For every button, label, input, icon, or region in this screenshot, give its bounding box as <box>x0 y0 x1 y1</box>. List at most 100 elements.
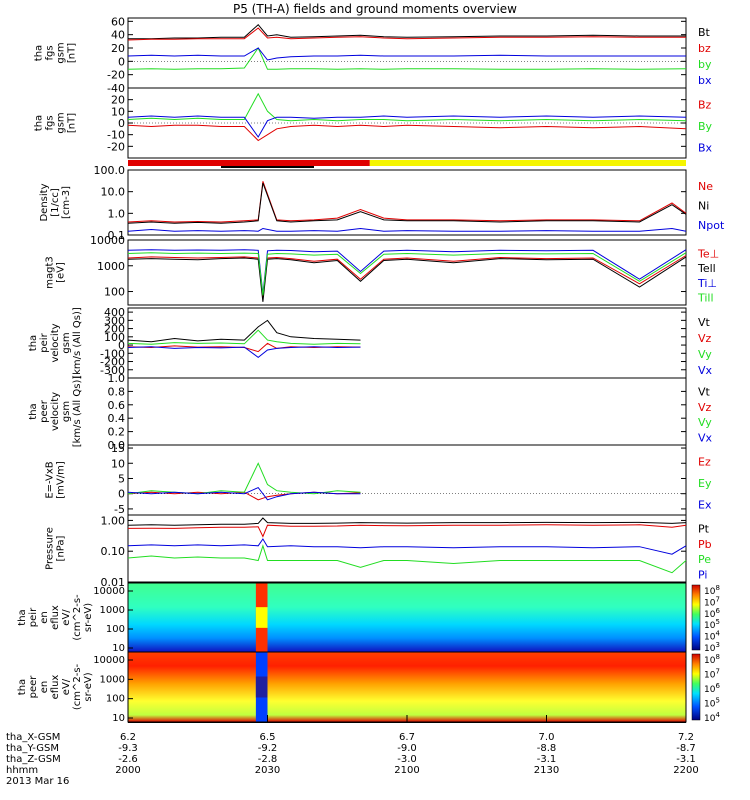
series-line-green <box>127 92 687 122</box>
footer-value: 6.7 <box>399 732 415 743</box>
legend-label: Npot <box>698 219 725 232</box>
ylabel-line: en <box>39 611 50 624</box>
ytick-label: 10000 <box>93 586 125 597</box>
footer-label-y: tha_Y-GSM <box>6 743 59 754</box>
footer-value: 2200 <box>673 765 698 776</box>
ylabel-line: peir <box>28 607 39 627</box>
series-line-black <box>127 517 687 526</box>
ytick-label: 20 <box>111 94 125 107</box>
footer-value: -9.3 <box>118 743 138 754</box>
footer-label-x: tha_X-GSM <box>6 732 60 743</box>
ylabel-line: Pressure <box>45 527 56 570</box>
footer-value: 2130 <box>534 765 559 776</box>
ytick-label: 40 <box>111 29 125 42</box>
ytick-label: 0.01 <box>101 576 126 589</box>
ylabel-line: [km/s (All Qs)] <box>72 376 83 448</box>
panel-temperature: magt3 [eV] 10000 1000 100 Te⊥ Tell Ti⊥ Till <box>45 234 719 306</box>
series-line-red <box>127 255 687 298</box>
ylabel-line: eflux <box>50 605 61 630</box>
footer-label-z: tha_Z-GSM <box>6 754 61 765</box>
footer-value: -3.1 <box>537 754 557 765</box>
ytick-label: -100 <box>100 347 125 360</box>
status-bar-yellow <box>369 160 686 166</box>
ytick-label: 100 <box>104 286 125 299</box>
spectrogram-peer_spec <box>128 652 686 722</box>
legend-label: Te⊥ <box>697 247 719 260</box>
ylabel-line: (cm^2-s- <box>72 594 83 641</box>
panel-peer_velocity: tha peer velocity gsm [km/s (All Qs)] 1.00.80… <box>28 372 713 452</box>
colorbar <box>691 584 701 651</box>
legend-label: Ez <box>698 456 711 469</box>
series-line-green <box>127 462 361 495</box>
ylabel-line: magt3 <box>45 256 56 289</box>
panel-peir_spec: tha peir en eflux eV/(cm^2-s-sr-eV) 10000 1000… <box>17 582 720 654</box>
ytick-label: 1000 <box>100 605 125 616</box>
legend-label: Bx <box>698 141 713 154</box>
ytick-label: 0 <box>118 488 125 501</box>
series-line-green <box>127 252 687 296</box>
ylabel-line: tha <box>17 609 28 625</box>
ytick-label: 100 <box>104 331 125 344</box>
footer-value: 6.2 <box>120 732 136 743</box>
ylabel-line: sr-eV) <box>83 603 94 632</box>
panel-pressure: Pressure [nPa] 1.00 0.10 0.01 Pt Pb Pe Pi <box>45 514 712 589</box>
ytick-label: 0.8 <box>108 385 126 398</box>
ylabel-line: peir <box>39 332 50 352</box>
ytick-label: -20 <box>107 69 125 82</box>
colorbar-label: 107 <box>704 668 720 681</box>
legend-label: Vy <box>698 416 712 429</box>
legend-label: bx <box>698 74 712 87</box>
ytick-label: 0.2 <box>108 426 126 439</box>
ylabel-line: [km/s (All Qs)] <box>72 307 83 379</box>
ytick-label: 0 <box>118 117 125 130</box>
ytick-label: -10 <box>107 129 125 142</box>
legend-label: by <box>698 58 712 71</box>
series-line-red <box>127 124 687 142</box>
ylabel-line: gsm <box>61 332 72 353</box>
ytick-label: 100.0 <box>94 164 126 177</box>
ylabel-line: tha <box>17 679 28 695</box>
panel-peer_spec: tha peer en eflux eV/(cm^2-s-sr-eV) 10000 1000… <box>17 651 720 724</box>
spectrogram-peir_spec <box>128 583 686 652</box>
ytick-label: -40 <box>107 82 125 95</box>
legend-label: bz <box>698 42 711 55</box>
legend-label: Vt <box>698 316 711 329</box>
footer-value: -2.8 <box>258 754 278 765</box>
ytick-label: -5 <box>114 503 125 516</box>
ytick-label: 10 <box>111 457 125 470</box>
colorbar-label: 105 <box>704 697 720 710</box>
colorbar <box>691 653 701 721</box>
ytick-label: 10000 <box>90 234 125 247</box>
legend-label: Till <box>697 292 714 305</box>
ytick-label: 10000 <box>93 655 125 666</box>
legend-label: Vz <box>698 401 712 414</box>
footer-value: 2030 <box>255 765 280 776</box>
ytick-label: 0.4 <box>108 412 126 425</box>
ylabel-line: [nT] <box>67 43 78 63</box>
ylabel-line: Density <box>39 183 50 221</box>
series-line-blue <box>127 538 687 555</box>
series-line-blue <box>127 47 686 61</box>
series-line-red <box>127 181 687 223</box>
ylabel-line: (cm^2-s- <box>72 663 83 710</box>
series-line-red <box>127 524 687 538</box>
panel-frame <box>127 17 687 89</box>
legend-label: Pb <box>698 538 712 551</box>
ylabel-line: velocity <box>50 323 61 362</box>
ytick-label: -200 <box>100 356 125 369</box>
legend-label: Ex <box>698 498 712 511</box>
series-line-green <box>127 329 361 345</box>
colorbar-label: 108 <box>704 653 720 666</box>
ytick-label: 10 <box>112 713 125 724</box>
legend-label: Pi <box>698 568 707 581</box>
status-bar-red <box>128 160 370 166</box>
footer-value: 7.0 <box>539 732 555 743</box>
ylabel-line: [1/cc] <box>50 188 61 217</box>
ytick-label: 10 <box>112 643 125 654</box>
ylabel-line: en <box>39 681 50 694</box>
footer-value: -3.0 <box>397 754 417 765</box>
ylabel-line: eflux <box>50 675 61 700</box>
